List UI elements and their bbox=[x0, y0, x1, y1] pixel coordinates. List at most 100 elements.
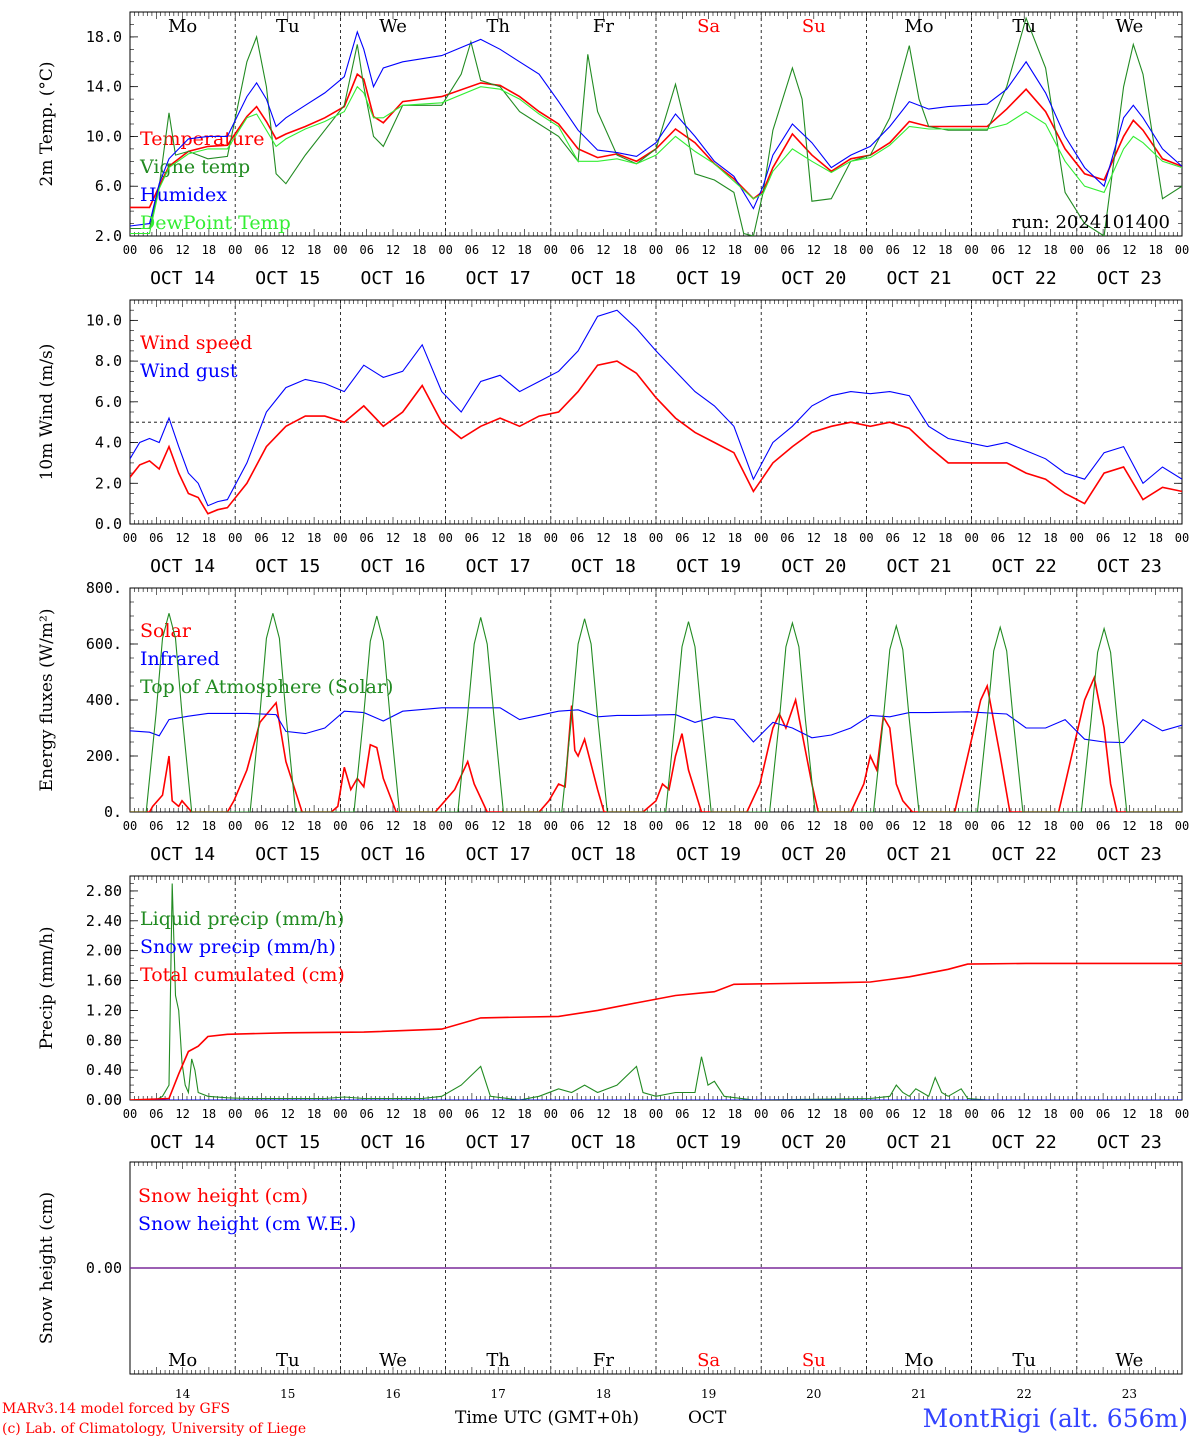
date-label: OCT 14 bbox=[150, 268, 215, 289]
panel-3: 0. 200. 400. 600. 800. Energy fluxes (W/m²) So… bbox=[37, 579, 1189, 865]
plot-frame bbox=[129, 587, 1183, 813]
hour-label: 18 bbox=[1148, 243, 1162, 257]
hour-label: 06 bbox=[359, 1107, 373, 1121]
hour-label: 06 bbox=[254, 819, 268, 833]
hour-label: 12 bbox=[1122, 243, 1136, 257]
hour-label: 18 bbox=[412, 531, 426, 545]
hour-label: 00 bbox=[1175, 1107, 1189, 1121]
hour-label: 18 bbox=[1043, 531, 1057, 545]
date-label: OCT 19 bbox=[676, 268, 741, 289]
date-label: OCT 15 bbox=[255, 268, 320, 289]
hour-label: 00 bbox=[544, 1107, 558, 1121]
lab-credit: (c) Lab. of Climatology, University of L… bbox=[2, 1421, 306, 1437]
hour-label: 00 bbox=[964, 819, 978, 833]
hour-label: 06 bbox=[991, 531, 1005, 545]
date-label: OCT 20 bbox=[781, 1132, 846, 1153]
hour-label: 06 bbox=[149, 243, 163, 257]
hour-label: 12 bbox=[912, 243, 926, 257]
day-number: 19 bbox=[701, 1387, 716, 1401]
hour-label: 00 bbox=[123, 819, 137, 833]
day-label: Su bbox=[802, 1350, 826, 1371]
legend-entry: Wind gust bbox=[140, 360, 238, 382]
hour-label: 00 bbox=[1070, 243, 1084, 257]
hour-label: 12 bbox=[386, 819, 400, 833]
hour-label: 06 bbox=[570, 1107, 584, 1121]
hour-label: 18 bbox=[1148, 819, 1162, 833]
date-label: OCT 23 bbox=[1097, 268, 1162, 289]
hour-label: 00 bbox=[1175, 243, 1189, 257]
day-label: Sa bbox=[697, 1350, 720, 1371]
series-line-2 bbox=[130, 30, 1182, 227]
date-label: OCT 23 bbox=[1097, 556, 1162, 577]
day-number: 23 bbox=[1122, 1387, 1137, 1401]
station-name: MontRigi (alt. 656m) bbox=[923, 1404, 1188, 1433]
y-axis-label: Snow height (cm) bbox=[37, 1192, 57, 1344]
y-tick-label: 6.0 bbox=[95, 393, 122, 411]
hour-label: 18 bbox=[728, 1107, 742, 1121]
day-number: 15 bbox=[280, 1387, 295, 1401]
hour-label: 06 bbox=[570, 819, 584, 833]
day-label: Th bbox=[486, 16, 510, 37]
legend-entry: Humidex bbox=[140, 184, 227, 206]
y-tick-label: 2.00 bbox=[86, 942, 122, 960]
y-tick-label: 2.0 bbox=[95, 227, 122, 245]
y-axis-label: Precip (mm/h) bbox=[37, 926, 57, 1049]
day-label: Mo bbox=[904, 16, 933, 37]
hour-label: 12 bbox=[491, 819, 505, 833]
legend-entry: Snow precip (mm/h) bbox=[140, 936, 336, 958]
date-label: OCT 15 bbox=[255, 844, 320, 865]
date-label: OCT 18 bbox=[571, 844, 636, 865]
model-credit: MARv3.14 model forced by GFS bbox=[2, 1401, 230, 1417]
day-label: We bbox=[379, 16, 407, 37]
y-tick-label: 2.0 bbox=[95, 474, 122, 492]
date-label: OCT 17 bbox=[466, 1132, 531, 1153]
hour-label: 18 bbox=[307, 243, 321, 257]
hour-label: 18 bbox=[202, 243, 216, 257]
y-tick-label: 800. bbox=[86, 579, 122, 597]
date-label: OCT 17 bbox=[466, 844, 531, 865]
date-label: OCT 21 bbox=[886, 844, 951, 865]
hour-label: 12 bbox=[281, 1107, 295, 1121]
day-label: Mo bbox=[904, 1350, 933, 1371]
day-label: Th bbox=[486, 1350, 510, 1371]
y-tick-label: 0.40 bbox=[86, 1061, 122, 1079]
hour-label: 18 bbox=[1148, 1107, 1162, 1121]
hour-label: 06 bbox=[1096, 243, 1110, 257]
hour-label: 12 bbox=[175, 1107, 189, 1121]
hour-label: 12 bbox=[807, 1107, 821, 1121]
hour-label: 00 bbox=[964, 531, 978, 545]
y-tick-label: 18.0 bbox=[86, 28, 122, 46]
y-tick-label: 4.0 bbox=[95, 434, 122, 452]
hour-label: 00 bbox=[123, 1107, 137, 1121]
day-label: We bbox=[379, 1350, 407, 1371]
hour-label: 00 bbox=[333, 243, 347, 257]
hour-label: 12 bbox=[491, 243, 505, 257]
legend-entry: Infrared bbox=[140, 648, 220, 670]
hour-label: 18 bbox=[938, 243, 952, 257]
hour-label: 12 bbox=[807, 819, 821, 833]
y-tick-label: 6.0 bbox=[95, 177, 122, 195]
y-tick-label: 2.80 bbox=[86, 882, 122, 900]
hour-label: 18 bbox=[307, 1107, 321, 1121]
hour-label: 00 bbox=[649, 531, 663, 545]
hour-label: 12 bbox=[1017, 531, 1031, 545]
hour-label: 12 bbox=[386, 531, 400, 545]
date-label: OCT 15 bbox=[255, 1132, 320, 1153]
hour-label: 12 bbox=[1017, 243, 1031, 257]
hour-label: 00 bbox=[754, 1107, 768, 1121]
day-label: Tu bbox=[1012, 1350, 1036, 1371]
hour-label: 06 bbox=[675, 1107, 689, 1121]
y-tick-label: 200. bbox=[86, 747, 122, 765]
day-label: Sa bbox=[697, 16, 720, 37]
day-label: Tu bbox=[1012, 16, 1036, 37]
hour-label: 18 bbox=[833, 531, 847, 545]
hour-label: 12 bbox=[596, 1107, 610, 1121]
hour-label: 00 bbox=[1070, 819, 1084, 833]
legend-entry: Temperature bbox=[140, 128, 264, 150]
hour-label: 06 bbox=[570, 243, 584, 257]
hour-label: 00 bbox=[859, 531, 873, 545]
hour-label: 00 bbox=[438, 243, 452, 257]
series-line-0 bbox=[130, 72, 1182, 209]
y-axis-label: 2m Temp. (°C) bbox=[37, 61, 57, 186]
date-label: OCT 23 bbox=[1097, 1132, 1162, 1153]
